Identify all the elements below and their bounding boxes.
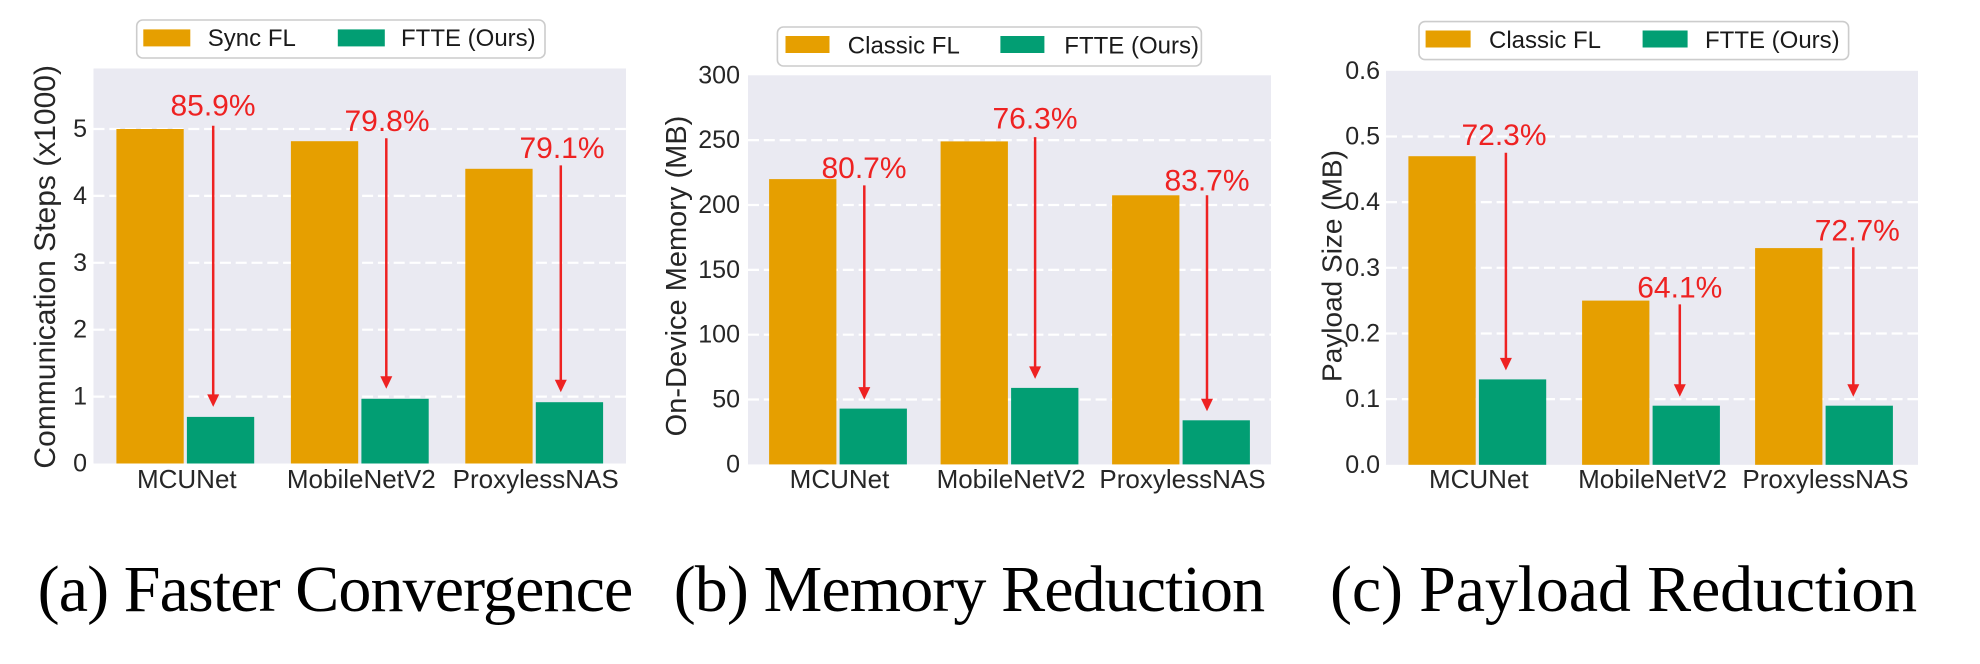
svg-text:100: 100 bbox=[698, 321, 740, 349]
svg-text:MobileNetV2: MobileNetV2 bbox=[287, 464, 436, 494]
svg-text:72.3%: 72.3% bbox=[1461, 119, 1546, 152]
svg-text:MobileNetV2: MobileNetV2 bbox=[937, 464, 1086, 494]
svg-text:(a) Faster Convergence: (a) Faster Convergence bbox=[38, 553, 633, 626]
svg-text:0.1: 0.1 bbox=[1345, 385, 1380, 413]
svg-text:0.0: 0.0 bbox=[1345, 451, 1380, 479]
svg-text:On-Device Memory (MB): On-Device Memory (MB) bbox=[661, 116, 693, 437]
svg-text:FTTE (Ours): FTTE (Ours) bbox=[1064, 33, 1199, 60]
svg-text:Sync FL: Sync FL bbox=[208, 25, 296, 52]
svg-text:Communication Steps (x1000): Communication Steps (x1000) bbox=[29, 65, 62, 469]
svg-text:(b) Memory Reduction: (b) Memory Reduction bbox=[674, 553, 1265, 626]
svg-text:0.6: 0.6 bbox=[1345, 57, 1380, 85]
svg-text:83.7%: 83.7% bbox=[1164, 164, 1249, 197]
svg-text:3: 3 bbox=[73, 249, 87, 277]
svg-text:0.3: 0.3 bbox=[1345, 254, 1380, 282]
svg-text:FTTE (Ours): FTTE (Ours) bbox=[1705, 27, 1840, 54]
svg-text:200: 200 bbox=[698, 191, 740, 219]
svg-text:50: 50 bbox=[712, 386, 740, 414]
svg-text:150: 150 bbox=[698, 256, 740, 284]
svg-text:MCUNet: MCUNet bbox=[137, 464, 237, 494]
svg-text:MobileNetV2: MobileNetV2 bbox=[1578, 464, 1727, 494]
svg-text:ProxylessNAS: ProxylessNAS bbox=[1099, 464, 1265, 494]
svg-text:0.2: 0.2 bbox=[1345, 320, 1380, 348]
svg-text:72.7%: 72.7% bbox=[1815, 214, 1900, 247]
svg-text:79.8%: 79.8% bbox=[344, 105, 429, 138]
svg-text:0.4: 0.4 bbox=[1345, 188, 1380, 216]
svg-text:Classic FL: Classic FL bbox=[1489, 27, 1601, 54]
svg-text:85.9%: 85.9% bbox=[170, 90, 255, 123]
svg-text:MCUNet: MCUNet bbox=[1429, 464, 1529, 494]
svg-text:Classic FL: Classic FL bbox=[848, 33, 960, 60]
svg-text:FTTE (Ours): FTTE (Ours) bbox=[401, 25, 536, 52]
svg-text:1: 1 bbox=[73, 383, 87, 411]
svg-text:250: 250 bbox=[698, 126, 740, 154]
svg-text:ProxylessNAS: ProxylessNAS bbox=[453, 464, 619, 494]
svg-text:4: 4 bbox=[73, 182, 87, 210]
svg-text:Payload Size (MB): Payload Size (MB) bbox=[1317, 150, 1348, 382]
svg-text:0: 0 bbox=[726, 450, 740, 478]
svg-text:79.1%: 79.1% bbox=[519, 132, 604, 165]
svg-text:80.7%: 80.7% bbox=[821, 152, 906, 185]
svg-text:(c) Payload Reduction: (c) Payload Reduction bbox=[1330, 553, 1917, 626]
svg-text:76.3%: 76.3% bbox=[992, 103, 1077, 136]
svg-text:MCUNet: MCUNet bbox=[790, 464, 890, 494]
svg-text:0: 0 bbox=[73, 450, 87, 478]
svg-text:0.5: 0.5 bbox=[1345, 123, 1380, 151]
svg-text:2: 2 bbox=[73, 316, 87, 344]
svg-text:5: 5 bbox=[73, 115, 87, 143]
svg-text:300: 300 bbox=[698, 61, 740, 89]
svg-text:64.1%: 64.1% bbox=[1637, 271, 1722, 304]
svg-text:ProxylessNAS: ProxylessNAS bbox=[1742, 464, 1908, 494]
